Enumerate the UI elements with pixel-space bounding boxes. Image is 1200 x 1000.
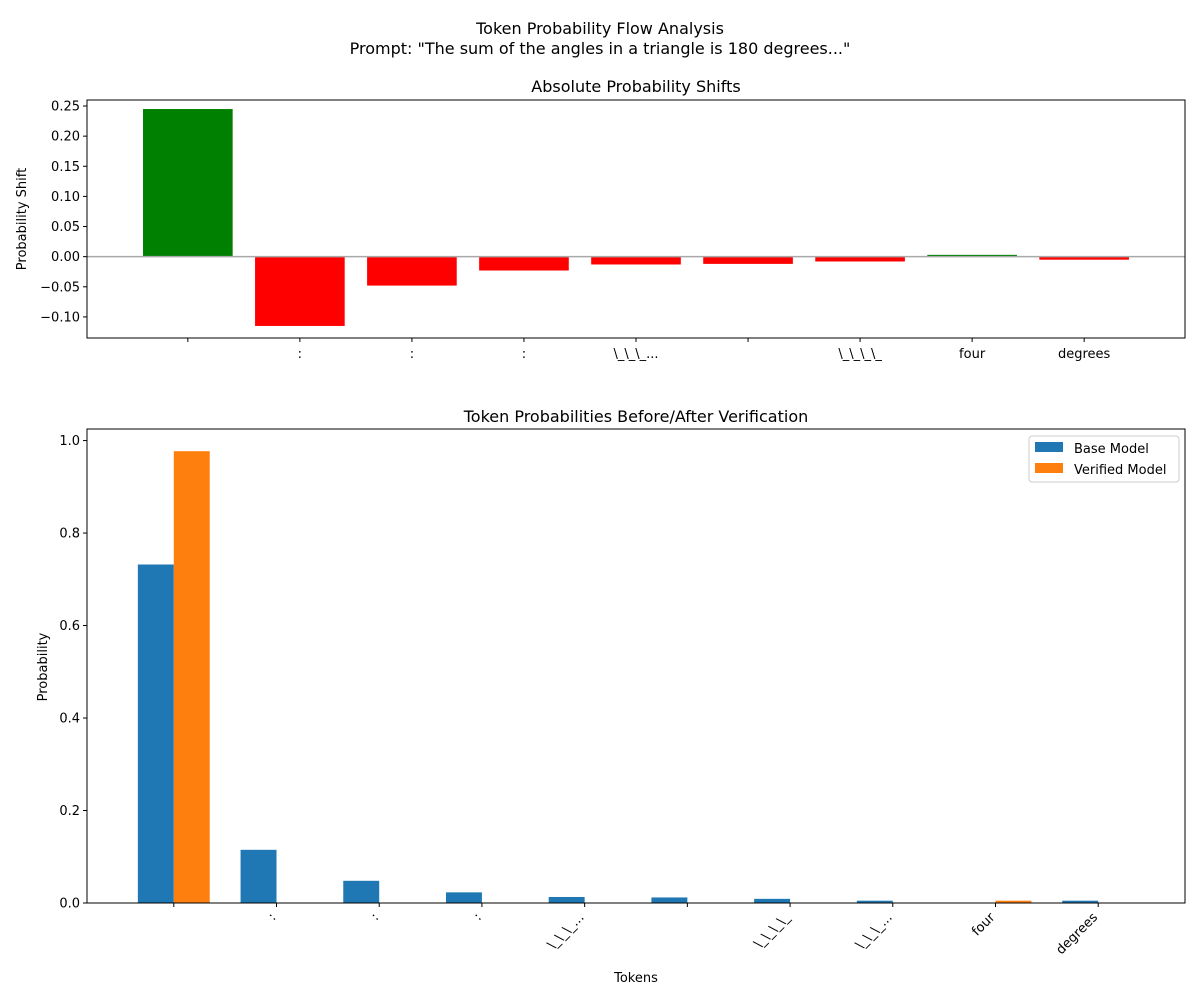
- legend-label-verified-model: Verified Model: [1074, 463, 1166, 478]
- shift-y-axis-label: Probability Shift: [15, 168, 30, 270]
- shift-chart: Absolute Probability Shifts −0.10 −0.05 0.…: [15, 77, 1186, 362]
- base-bar-blank-5: [651, 897, 688, 903]
- base-bar-blank-2: [343, 880, 380, 903]
- shift-xtick-label: \_\_\_...: [613, 347, 658, 362]
- base-bar-blank-4: [548, 896, 585, 903]
- prob-xtick-label: :: [266, 910, 280, 924]
- prob-xtick-label: \_\_\_...: [545, 910, 587, 952]
- shift-bar-blank-5: [703, 256, 793, 264]
- shift-bar-blank-6: [815, 256, 905, 262]
- shift-ytick-label: 0.05: [51, 220, 80, 235]
- verified-bar-four-8: [995, 900, 1032, 903]
- shift-xtick-label: :: [298, 347, 302, 362]
- base-bar-degrees-9: [1062, 900, 1099, 903]
- figure-subtitle: Prompt: "The sum of the angles in a tria…: [350, 39, 851, 58]
- shift-ytick-label: 0.20: [51, 130, 80, 145]
- prob-ytick-label: 0.0: [59, 897, 80, 912]
- shift-xtick-label: :: [410, 347, 414, 362]
- shift-ytick-label: 0.25: [51, 100, 80, 115]
- prob-chart-title: Token Probabilities Before/After Verific…: [463, 407, 809, 426]
- base-bar-blank-6: [754, 898, 791, 903]
- shift-ytick-label: −0.10: [40, 310, 80, 325]
- shift-ytick-label: −0.05: [40, 280, 80, 295]
- prob-ytick-label: 0.8: [59, 527, 80, 542]
- shift-bar-four-7: [927, 254, 1017, 257]
- prob-xtick-label: \_\_\_\_: [752, 910, 794, 952]
- shift-chart-title: Absolute Probability Shifts: [531, 77, 740, 96]
- shift-xtick-label: \_\_\_\_: [838, 347, 882, 362]
- prob-xtick-label: four: [969, 910, 999, 940]
- shift-xtick-label: :: [522, 347, 526, 362]
- prob-xtick-label: \_\_\_...: [853, 910, 895, 952]
- prob-ytick-label: 0.2: [59, 804, 80, 819]
- prob-y-axis-label: Probability: [36, 632, 51, 701]
- prob-x-axis-label: Tokens: [613, 971, 658, 986]
- legend-frame: [1028, 435, 1180, 483]
- shift-xtick-label: four: [959, 347, 986, 362]
- shift-bar-blank-2: [367, 256, 457, 286]
- prob-ytick-label: 0.4: [59, 712, 80, 727]
- verified-bar-blank-0: [173, 451, 210, 903]
- prob-plot-frame: [86, 428, 1186, 904]
- prob-xtick-label: degrees: [1053, 910, 1101, 958]
- base-bar-blank-1: [240, 849, 277, 903]
- shift-ytick-label: 0.10: [51, 190, 80, 205]
- shift-ytick-label: 0.15: [51, 160, 80, 175]
- prob-chart: Token Probabilities Before/After Verific…: [36, 407, 1186, 986]
- shift-bar-degrees-8: [1039, 256, 1129, 260]
- prob-xtick-label: :: [471, 910, 485, 924]
- base-bar-blank-0: [137, 564, 174, 903]
- legend-label-base-model: Base Model: [1074, 442, 1149, 457]
- shift-bar-blank-0: [143, 109, 233, 257]
- legend-swatch-verified-model: [1035, 463, 1063, 473]
- legend: Base Model Verified Model: [1028, 435, 1180, 483]
- shift-bar-blank-3: [479, 256, 569, 271]
- shift-bar-blank-1: [255, 256, 345, 326]
- shift-plot-frame: [86, 99, 1186, 339]
- prob-ytick-label: 0.6: [59, 619, 80, 634]
- shift-ytick-label: 0.00: [51, 250, 80, 265]
- figure-title: Token Probability Flow Analysis: [475, 19, 724, 38]
- legend-swatch-base-model: [1035, 442, 1063, 452]
- shift-bar-blank-4: [591, 256, 681, 265]
- shift-xtick-label: degrees: [1058, 347, 1111, 362]
- base-bar-blank-3: [445, 892, 482, 903]
- base-bar-blank-7: [856, 900, 893, 903]
- prob-ytick-label: 1.0: [59, 434, 80, 449]
- prob-xtick-label: :: [368, 910, 382, 924]
